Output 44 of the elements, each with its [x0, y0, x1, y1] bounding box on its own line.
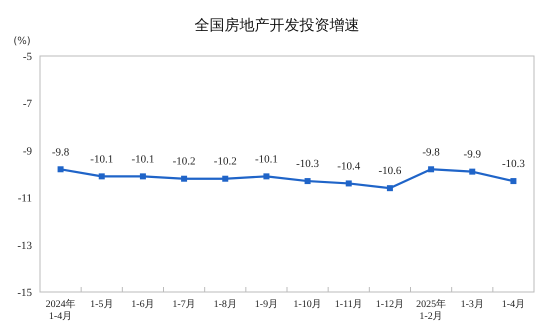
- point: [181, 176, 188, 182]
- data-label: -10.2: [172, 156, 196, 168]
- x-tick-label: 1-9月: [254, 299, 278, 310]
- point: [304, 178, 311, 184]
- data-label: -9.8: [52, 146, 70, 158]
- y-tick-label: -15: [17, 287, 32, 299]
- y-tick-label: -13: [17, 240, 32, 252]
- data-label: -10.6: [378, 165, 402, 178]
- data-label: -10.1: [254, 153, 278, 166]
- y-tick-label: -5: [22, 51, 32, 63]
- point: [346, 180, 352, 186]
- point: [386, 185, 393, 192]
- chart-title: 全国房地产开发投资增速: [194, 16, 360, 34]
- point: [58, 166, 64, 172]
- y-axis-title: (%): [13, 36, 31, 47]
- y-tick-label: -9: [22, 145, 32, 158]
- x-tick-label: 1-8月: [214, 299, 237, 310]
- point: [263, 173, 270, 180]
- x-tick-label: 1-10月: [293, 299, 322, 310]
- x-tick-label: 1-7月: [172, 299, 196, 310]
- data-label: -10.2: [214, 156, 237, 168]
- point: [469, 168, 476, 175]
- x-tick-label: 1-12月: [376, 299, 404, 310]
- data-label: -10.3: [502, 158, 526, 170]
- x-tick-label: 2025年 1-2月: [416, 298, 446, 322]
- point: [222, 176, 228, 182]
- x-tick-label: 2024年 1-4月: [46, 298, 76, 322]
- y-tick-label: -7: [22, 98, 32, 110]
- point: [98, 173, 105, 180]
- data-label: -10.3: [296, 158, 320, 170]
- x-tick-label: 1-11月: [334, 299, 363, 310]
- point: [510, 178, 516, 184]
- point: [140, 173, 146, 180]
- point: [428, 166, 434, 172]
- x-tick-label: 1-6月: [131, 299, 155, 310]
- data-label: -10.4: [337, 160, 361, 172]
- x-tick-label: 1-4月: [502, 299, 526, 310]
- data-label: -10.1: [90, 153, 114, 166]
- data-label: -9.9: [464, 148, 482, 161]
- data-label: -9.8: [422, 146, 440, 158]
- y-tick-label: -11: [18, 192, 32, 205]
- x-tick-label: 1-3月: [460, 299, 484, 310]
- x-tick-label: 1-5月: [90, 299, 114, 310]
- data-label: -10.1: [131, 153, 154, 166]
